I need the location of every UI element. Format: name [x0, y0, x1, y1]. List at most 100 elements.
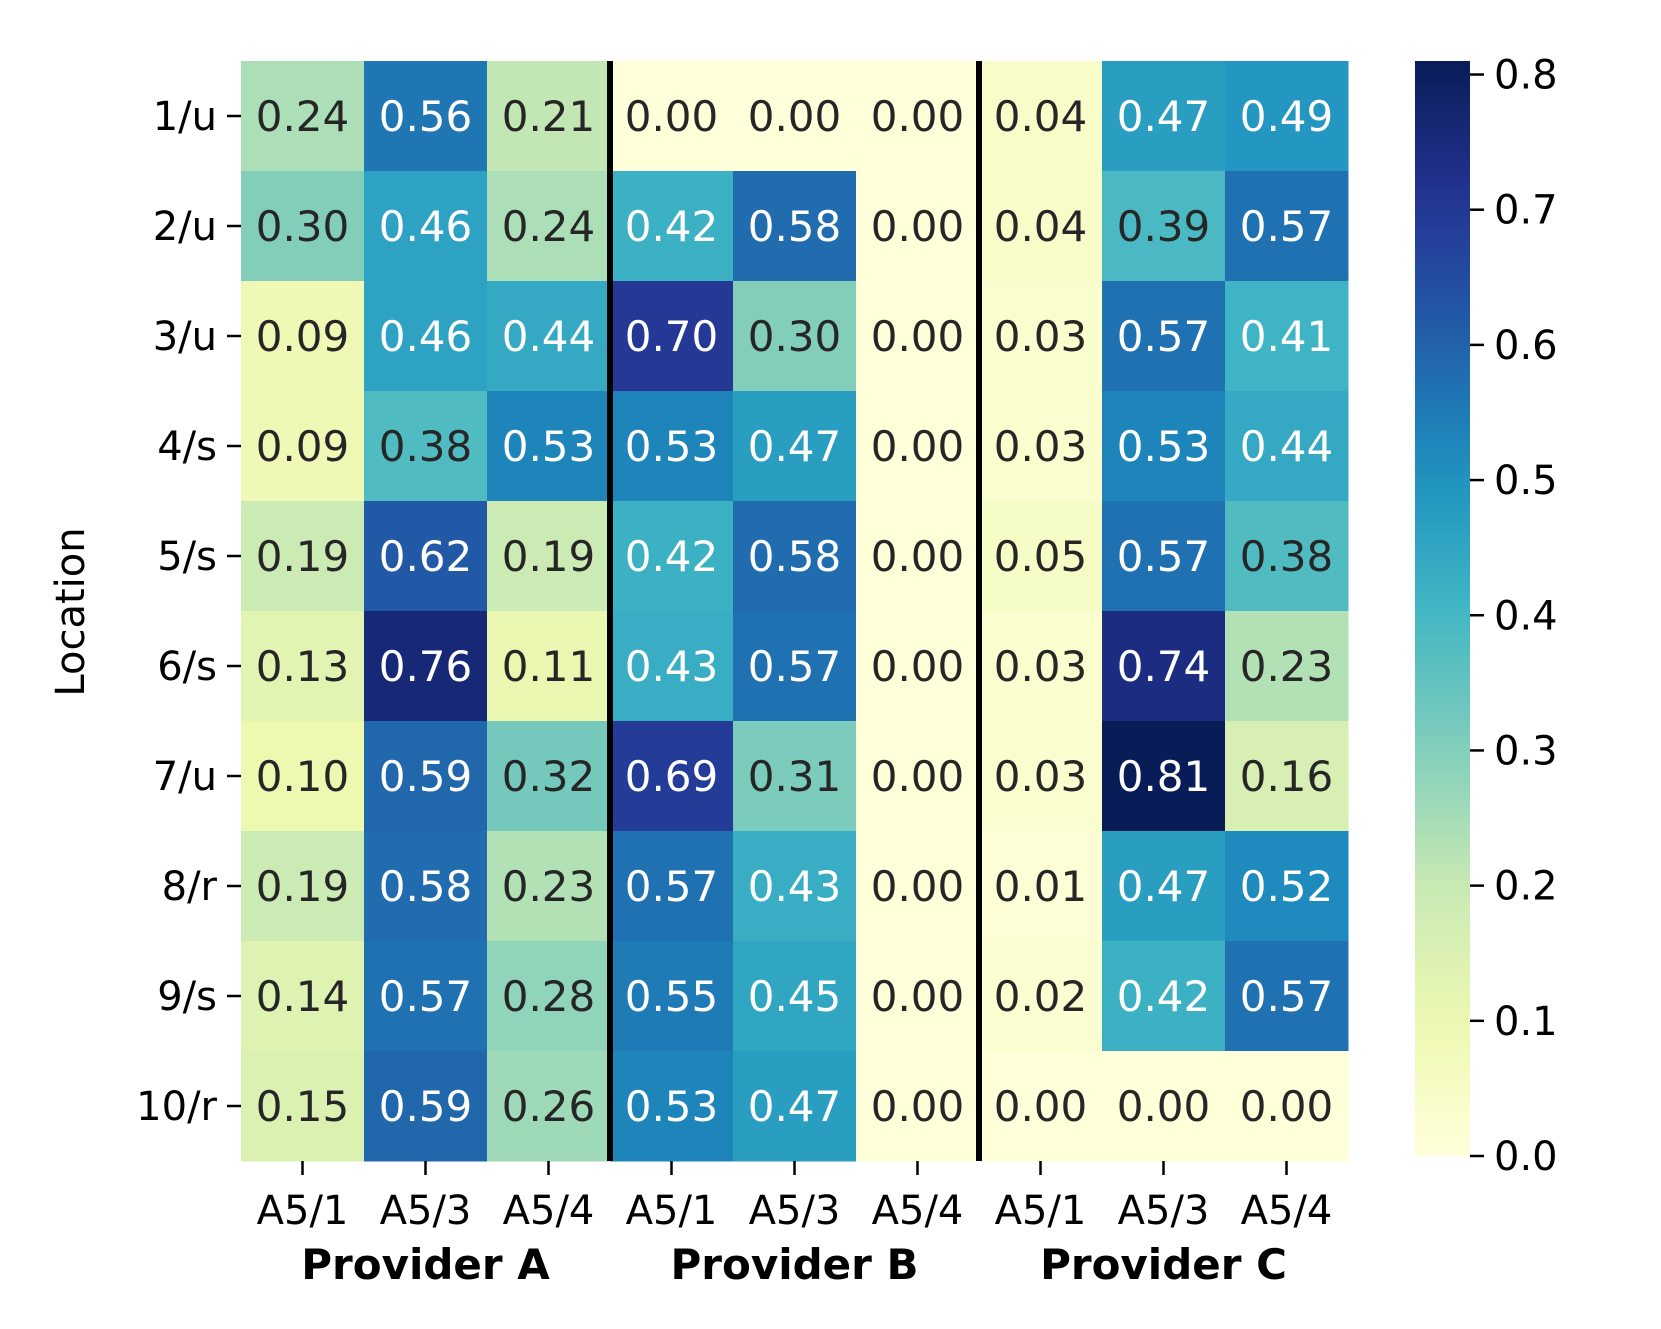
cell-value-label: 0.41 — [1240, 312, 1334, 361]
cell-value-label: 0.39 — [1117, 202, 1211, 251]
cell-value-label: 0.00 — [871, 642, 965, 691]
heatmap-cell — [364, 61, 488, 172]
heatmap-cell — [733, 721, 857, 832]
cell-value-label: 0.44 — [502, 312, 596, 361]
heatmap-cell — [487, 391, 611, 502]
cell-value-label: 0.47 — [1117, 92, 1211, 141]
heatmap-cell — [610, 611, 734, 722]
heatmap-cell — [610, 61, 734, 172]
cell-value-label: 0.24 — [502, 202, 596, 251]
x-tick-label: A5/3 — [1118, 1188, 1210, 1234]
cell-value-label: 0.00 — [1240, 1082, 1334, 1131]
cell-value-label: 0.57 — [748, 642, 842, 691]
heatmap-cell — [487, 941, 611, 1052]
heatmap-cell — [1225, 721, 1349, 832]
cell-value-label: 0.53 — [502, 422, 596, 471]
heatmap-cell — [733, 501, 857, 612]
heatmap-cell — [364, 831, 488, 942]
heatmap-cell — [733, 611, 857, 722]
heatmap-cell — [856, 941, 980, 1052]
heatmap-cell — [364, 391, 488, 502]
cell-value-label: 0.53 — [625, 1082, 719, 1131]
provider-group-labels: Provider A Provider B Provider C — [301, 1240, 1287, 1289]
provider-group-label: Provider B — [670, 1240, 918, 1289]
heatmap-cell — [1102, 831, 1226, 942]
cell-value-label: 0.09 — [256, 422, 350, 471]
cell-value-label: 0.24 — [256, 92, 350, 141]
x-tick-label: A5/4 — [1241, 1188, 1333, 1234]
cell-value-label: 0.00 — [871, 752, 965, 801]
cell-value-label: 0.00 — [871, 532, 965, 581]
heatmap-cell — [487, 831, 611, 942]
heatmap-cell — [364, 1051, 488, 1162]
heatmap-cell — [1225, 281, 1349, 392]
heatmap-cell — [241, 831, 365, 942]
heatmap-cell — [979, 941, 1103, 1052]
heatmap-cell — [733, 281, 857, 392]
colorbar-tick-label: 0.2 — [1494, 864, 1558, 910]
heatmap-cell — [1225, 831, 1349, 942]
cell-value-label: 0.57 — [1117, 532, 1211, 581]
heatmap-cell — [1225, 501, 1349, 612]
cell-value-label: 0.58 — [748, 532, 842, 581]
heatmap-cell — [733, 1051, 857, 1162]
colorbar-tick-label: 0.8 — [1494, 53, 1558, 99]
cell-value-label: 0.46 — [379, 202, 473, 251]
heatmap-cell — [1102, 281, 1226, 392]
cell-value-label: 0.57 — [625, 862, 719, 911]
heatmap-cell — [733, 831, 857, 942]
cell-value-label: 0.19 — [502, 532, 596, 581]
heatmap-cell — [610, 941, 734, 1052]
cell-value-label: 0.23 — [502, 862, 596, 911]
heatmap-cell — [979, 281, 1103, 392]
heatmap-cell — [1102, 1051, 1226, 1162]
heatmap-cell — [364, 501, 488, 612]
cell-value-label: 0.00 — [871, 92, 965, 141]
cell-value-label: 0.59 — [379, 1082, 473, 1131]
cell-value-label: 0.00 — [1117, 1082, 1211, 1131]
heatmap-cell — [610, 171, 734, 282]
heatmap-cell — [1102, 391, 1226, 502]
heatmap-cell — [1102, 721, 1226, 832]
heatmap-cell — [856, 171, 980, 282]
heatmap-cell — [364, 171, 488, 282]
heatmap-cell — [979, 171, 1103, 282]
heatmap-cell — [856, 501, 980, 612]
cell-value-label: 0.74 — [1117, 642, 1211, 691]
cell-value-label: 0.56 — [379, 92, 473, 141]
heatmap-cell — [610, 501, 734, 612]
cell-value-label: 0.00 — [994, 1082, 1088, 1131]
cell-value-label: 0.69 — [625, 752, 719, 801]
cell-value-label: 0.21 — [502, 92, 596, 141]
heatmap-cell — [1102, 61, 1226, 172]
heatmap-cell — [979, 501, 1103, 612]
cell-value-label: 0.42 — [625, 532, 719, 581]
cell-value-label: 0.49 — [1240, 92, 1334, 141]
heatmap-cell — [856, 281, 980, 392]
heatmap-cell — [856, 611, 980, 722]
x-tick-label: A5/3 — [749, 1188, 841, 1234]
heatmap-cell — [610, 831, 734, 942]
heatmap-cell — [241, 171, 365, 282]
cell-value-label: 0.76 — [379, 642, 473, 691]
heatmap-cells: 0.24 0.56 0.21 0.00 0.00 0.00 0.04 0.47 0.49 0.30… — [241, 61, 1349, 1162]
heatmap-cell — [1102, 171, 1226, 282]
heatmap-cell — [487, 721, 611, 832]
cell-value-label: 0.15 — [256, 1082, 350, 1131]
heatmap-cell — [610, 281, 734, 392]
colorbar-tick-label: 0.7 — [1494, 188, 1558, 234]
cell-value-label: 0.00 — [871, 972, 965, 1021]
cell-value-label: 0.05 — [994, 532, 1088, 581]
x-tick-label: A5/1 — [257, 1188, 349, 1234]
cell-value-label: 0.02 — [994, 972, 1088, 1021]
heatmap-cell — [364, 941, 488, 1052]
heatmap-cell — [241, 721, 365, 832]
cell-value-label: 0.70 — [625, 312, 719, 361]
heatmap-cell — [364, 721, 488, 832]
x-tick-label: A5/4 — [872, 1188, 964, 1234]
y-tick-label: 9/s — [157, 974, 217, 1020]
y-tick-label: 6/s — [157, 644, 217, 690]
cell-value-label: 0.47 — [1117, 862, 1211, 911]
cell-value-label: 0.00 — [871, 1082, 965, 1131]
heatmap-cell — [1102, 501, 1226, 612]
